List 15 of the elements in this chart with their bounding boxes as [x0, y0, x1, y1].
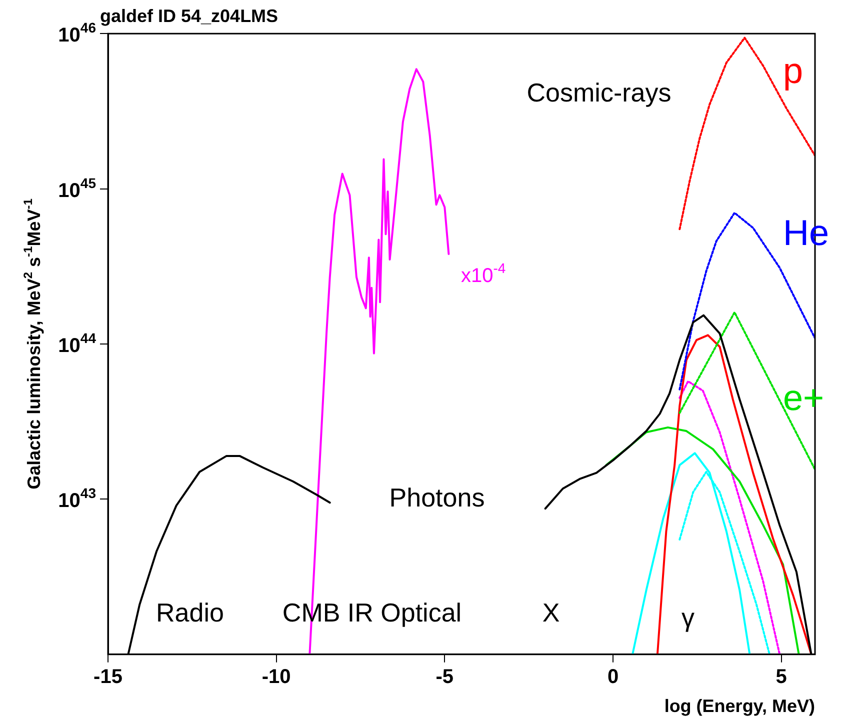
y-axis-title: Galactic luminosity, MeV2 s-1MeV-1 [20, 198, 44, 490]
x-tick-label: -15 [94, 666, 122, 688]
x-tick-label: -10 [262, 666, 291, 688]
x-tick-label: 0 [607, 666, 619, 688]
x-tick-label: -5 [436, 666, 454, 688]
annotation: γ [682, 602, 694, 632]
annotation: X [542, 597, 560, 628]
annotation: Photons [389, 482, 485, 512]
annotation: Cosmic-rays [526, 77, 672, 108]
x-axis-title: log (Energy, MeV) [664, 696, 815, 716]
chart-title: galdef ID 54_z04LMS [100, 6, 278, 26]
series-label: p [783, 50, 804, 91]
annotation: Radio [156, 597, 224, 628]
line-series [678, 380, 781, 654]
x-tick-label: 5 [776, 666, 787, 688]
